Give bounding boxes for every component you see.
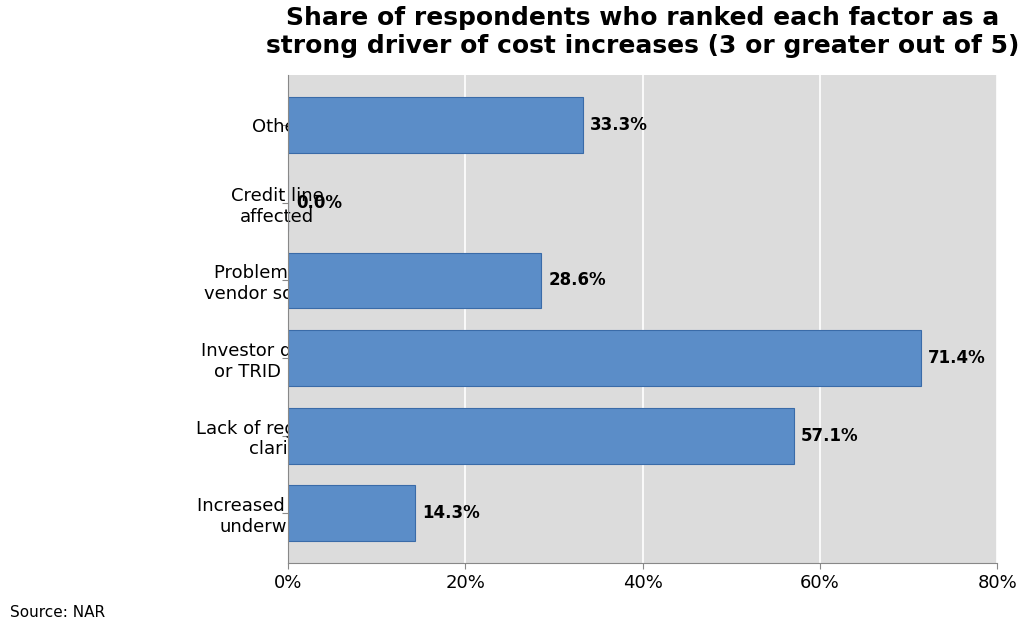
Bar xyxy=(288,252,542,309)
Text: 33.3%: 33.3% xyxy=(590,116,648,134)
Text: 14.3%: 14.3% xyxy=(421,505,479,522)
Text: 71.4%: 71.4% xyxy=(928,349,986,367)
Bar xyxy=(288,408,794,464)
Text: Source: NAR: Source: NAR xyxy=(10,605,106,620)
Bar xyxy=(288,97,583,153)
Bar xyxy=(288,330,921,386)
Text: 57.1%: 57.1% xyxy=(801,427,858,444)
Text: 0.0%: 0.0% xyxy=(297,194,342,212)
Text: 28.6%: 28.6% xyxy=(549,272,607,289)
Title: Share of respondents who ranked each factor as a
strong driver of cost increases: Share of respondents who ranked each fac… xyxy=(266,6,1019,58)
Bar xyxy=(288,485,414,541)
